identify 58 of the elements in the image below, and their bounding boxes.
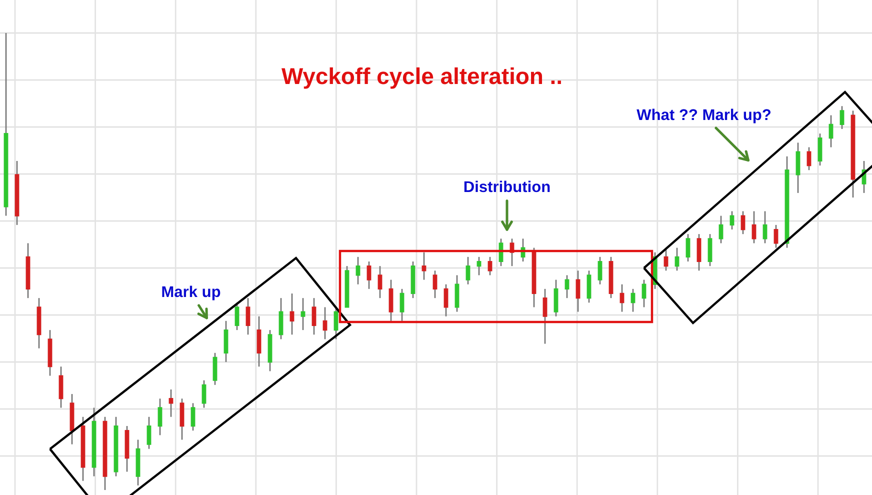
- annotation: Mark up: [162, 286, 220, 300]
- candlestick: [840, 105, 844, 130]
- candlestick: [554, 279, 558, 318]
- candlestick: [740, 210, 746, 235]
- annotation: What ?? Mark up?: [636, 108, 771, 124]
- candlestick: [356, 256, 360, 286]
- candlestick: [378, 265, 382, 299]
- candlestick: [212, 352, 218, 386]
- candlestick: [686, 233, 690, 262]
- candlestick: [576, 270, 580, 312]
- candlestick: [454, 274, 460, 312]
- candlestick: [422, 252, 426, 280]
- annotation: Distribution: [464, 180, 550, 192]
- candlestick: [202, 380, 206, 408]
- candlestick: [762, 210, 768, 244]
- candlestick: [718, 215, 724, 244]
- candlestick: [642, 279, 646, 308]
- candlestick: [542, 288, 548, 344]
- candlestick: [818, 132, 822, 166]
- candlestick: [564, 274, 570, 299]
- candlestick: [366, 260, 372, 290]
- candlestick: [598, 256, 602, 286]
- candlestick: [146, 416, 152, 450]
- candlestick: [664, 247, 668, 272]
- candlestick: [388, 279, 394, 322]
- candlestick: [586, 270, 592, 304]
- candlestick: [730, 210, 734, 230]
- candlestick: [674, 247, 680, 272]
- candlestick: [246, 297, 250, 336]
- candlestick: [312, 297, 316, 336]
- candlestick: [796, 142, 800, 194]
- candlestick: [300, 297, 306, 331]
- candlestick: [708, 233, 712, 267]
- candlestick: [432, 270, 438, 299]
- candlestick: [806, 146, 812, 171]
- text: Wyckoff cycle alteration ..: [282, 67, 561, 89]
- candlestick: [180, 398, 184, 440]
- candlestick: [476, 256, 482, 276]
- candlestick: [488, 256, 492, 276]
- candlestick: [620, 284, 624, 312]
- candlestick: [168, 388, 174, 418]
- candlestick: [256, 316, 262, 368]
- candlestick: [58, 366, 64, 408]
- candlestick: [334, 306, 338, 340]
- candlestick: [444, 284, 448, 318]
- candlestick: [828, 114, 834, 148]
- candlestick: [278, 297, 284, 340]
- candlestick: [224, 320, 228, 363]
- candlestick: [322, 306, 328, 340]
- candlestick: [466, 256, 470, 286]
- candlestick: [400, 288, 404, 322]
- candlestick: [630, 288, 636, 312]
- candlestick: [696, 233, 702, 272]
- candlestick: [774, 224, 778, 248]
- candlestick: [290, 292, 294, 336]
- candlestick: [158, 398, 162, 436]
- candlestick: [752, 210, 756, 244]
- candlestick: [190, 402, 196, 432]
